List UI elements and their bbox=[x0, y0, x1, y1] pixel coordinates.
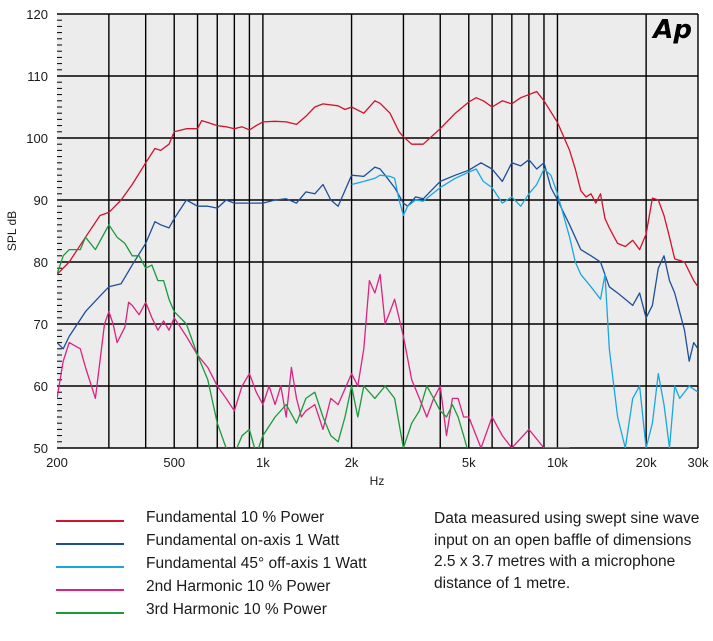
legend-item: 3rd Harmonic 10 % Power bbox=[56, 598, 416, 621]
series-line bbox=[351, 168, 698, 448]
legend-swatch bbox=[56, 612, 124, 614]
series-line bbox=[57, 224, 468, 448]
x-tick-label: 500 bbox=[163, 455, 185, 470]
legend-label: 2nd Harmonic 10 % Power bbox=[146, 578, 331, 595]
legend-label: Fundamental 45° off-axis 1 Watt bbox=[146, 555, 367, 572]
x-tick-label: 5k bbox=[462, 455, 476, 470]
legend-label: Fundamental on-axis 1 Watt bbox=[146, 532, 340, 549]
plot-area bbox=[57, 14, 698, 448]
y-tick-label: 110 bbox=[27, 69, 48, 84]
x-tick-label: 10k bbox=[547, 455, 568, 470]
series-line bbox=[57, 159, 698, 362]
y-tick-label: 50 bbox=[34, 441, 48, 456]
y-tick-label: 60 bbox=[34, 379, 48, 394]
legend-item: 2nd Harmonic 10 % Power bbox=[56, 575, 416, 598]
legend-item: Fundamental 10 % Power bbox=[56, 506, 416, 529]
x-tick-label: 20k bbox=[636, 455, 657, 470]
x-axis-label: Hz bbox=[370, 474, 385, 488]
legend-swatch bbox=[56, 566, 124, 568]
y-tick-label: 90 bbox=[34, 193, 48, 208]
legend-item: Fundamental on-axis 1 Watt bbox=[56, 529, 416, 552]
legend-item: Fundamental 45° off-axis 1 Watt bbox=[56, 552, 416, 575]
x-tick-label: 1k bbox=[256, 455, 270, 470]
legend: Fundamental 10 % Power Fundamental on-axi… bbox=[56, 506, 416, 621]
legend-swatch bbox=[56, 589, 124, 591]
legend-label: Fundamental 10 % Power bbox=[146, 509, 325, 526]
legend-swatch bbox=[56, 520, 124, 522]
series-line bbox=[57, 273, 570, 448]
tick-labels: 200 500 1k 2k 5k 10k 20k 30k 50 60 70 80 90 100 110 120 bbox=[26, 7, 709, 470]
measurement-note: Data measured using swept sine wave inpu… bbox=[434, 510, 700, 592]
spl-chart: 200 500 1k 2k 5k 10k 20k 30k 50 60 70 80 90 100 110 120… bbox=[5, 7, 709, 488]
data-series bbox=[57, 90, 698, 448]
x-tick-label: 200 bbox=[46, 455, 68, 470]
x-tick-label: 2k bbox=[345, 455, 359, 470]
ap-logo: Ap bbox=[651, 15, 692, 45]
y-axis-label: SPL dB bbox=[5, 211, 19, 251]
y-tick-label: 100 bbox=[26, 131, 48, 146]
legend-swatch bbox=[56, 543, 124, 545]
y-tick-label: 120 bbox=[26, 7, 48, 22]
x-tick-label: 30k bbox=[688, 455, 709, 470]
series-line bbox=[57, 90, 698, 288]
y-tick-label: 70 bbox=[34, 317, 48, 332]
legend-label: 3rd Harmonic 10 % Power bbox=[146, 601, 327, 618]
y-tick-label: 80 bbox=[34, 255, 48, 270]
